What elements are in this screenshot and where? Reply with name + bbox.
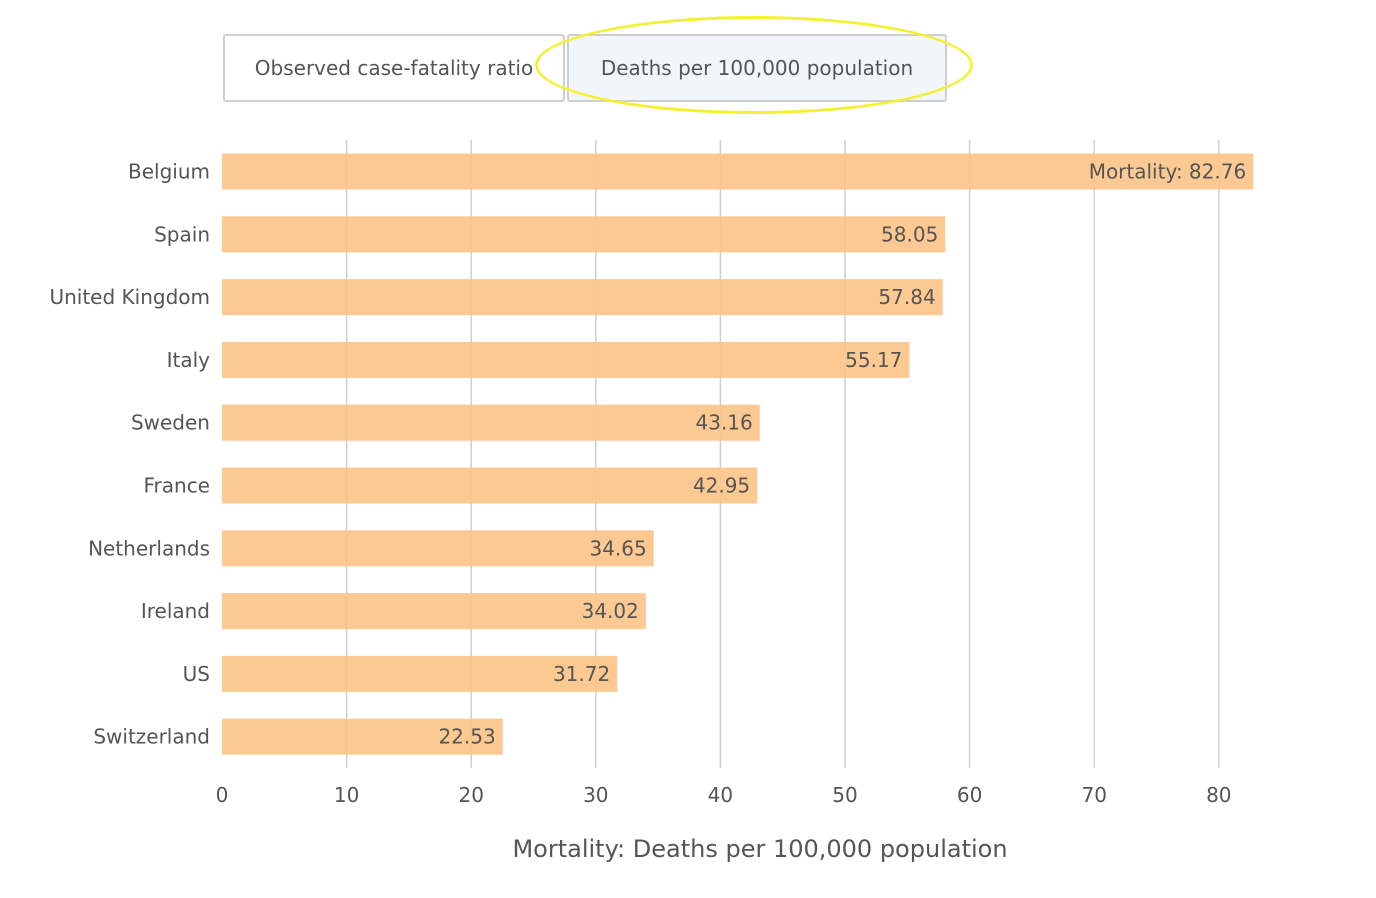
value-label-italy: 55.17 [845, 348, 902, 372]
bar-belgium[interactable] [222, 153, 1254, 190]
x-tick-label-30: 30 [583, 783, 608, 807]
value-label-sweden: 43.16 [696, 411, 753, 435]
bar-spain[interactable] [222, 216, 946, 253]
tab-deaths-per-100k[interactable]: Deaths per 100,000 population [567, 34, 947, 102]
value-label-netherlands: 34.65 [589, 536, 646, 560]
category-label-belgium: Belgium [128, 160, 210, 184]
value-label-switzerland: 22.53 [438, 725, 495, 749]
x-tick-label-0: 0 [216, 783, 229, 807]
bar-france[interactable] [222, 467, 758, 504]
value-label-ireland: 34.02 [582, 599, 639, 623]
x-tick-label-60: 60 [957, 783, 982, 807]
category-label-switzerland: Switzerland [93, 725, 210, 749]
value-label-spain: 58.05 [881, 222, 938, 246]
x-tick-label-20: 20 [458, 783, 483, 807]
x-tick-label-40: 40 [708, 783, 733, 807]
category-label-italy: Italy [167, 348, 211, 372]
bar-ireland[interactable] [222, 593, 646, 630]
category-label-sweden: Sweden [131, 411, 210, 435]
value-label-united-kingdom: 57.84 [878, 285, 935, 309]
bar-italy[interactable] [222, 341, 910, 378]
x-tick-label-80: 80 [1206, 783, 1231, 807]
bar-sweden[interactable] [222, 404, 760, 441]
bar-netherlands[interactable] [222, 530, 654, 567]
x-tick-label-70: 70 [1081, 783, 1106, 807]
x-tick-label-10: 10 [334, 783, 359, 807]
bar-us[interactable] [222, 655, 618, 692]
category-label-netherlands: Netherlands [88, 536, 210, 560]
value-label-us: 31.72 [553, 662, 610, 686]
category-label-france: France [143, 474, 210, 498]
bar-switzerland[interactable] [222, 718, 503, 755]
category-label-united-kingdom: United Kingdom [49, 285, 210, 309]
category-label-ireland: Ireland [141, 599, 210, 623]
metric-tabs: Observed case-fatality ratio Deaths per … [223, 34, 947, 102]
category-label-us: US [183, 662, 210, 686]
value-label-france: 42.95 [693, 474, 750, 498]
x-tick-label-50: 50 [832, 783, 857, 807]
bar-united-kingdom[interactable] [222, 279, 943, 316]
tab-case-fatality-ratio[interactable]: Observed case-fatality ratio [223, 34, 565, 102]
x-axis-title: Mortality: Deaths per 100,000 population [512, 835, 1007, 863]
category-label-spain: Spain [154, 222, 210, 246]
value-label-belgium: Mortality: 82.76 [1089, 160, 1247, 184]
